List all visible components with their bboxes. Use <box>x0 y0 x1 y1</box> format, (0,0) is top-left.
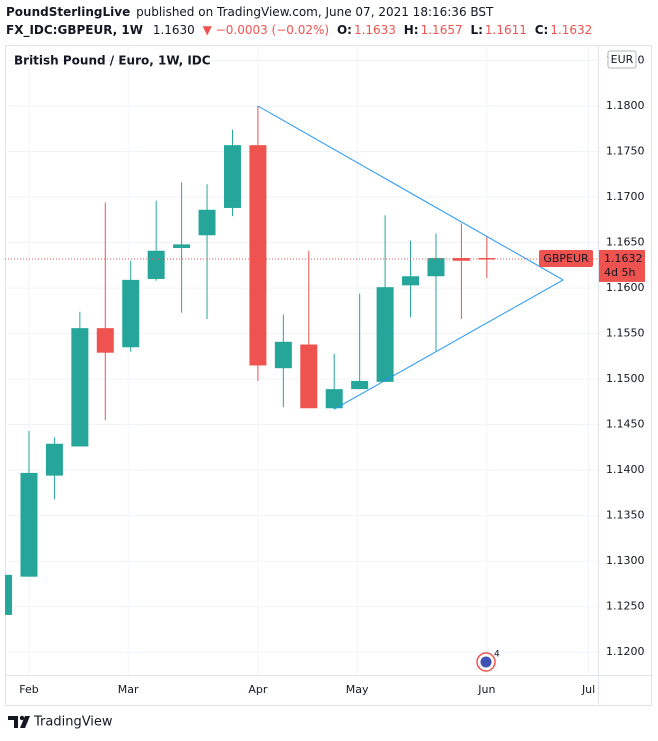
c-label: C: <box>535 23 549 37</box>
y-tick-label: 1.1600 <box>606 281 645 294</box>
y-tick-label: 1.1750 <box>606 145 645 158</box>
candle-body <box>198 209 216 236</box>
h-label: H: <box>404 23 419 37</box>
x-tick-label: Jun <box>477 683 495 696</box>
y-tick-label: 1.1250 <box>606 600 645 613</box>
trend-line <box>333 279 564 410</box>
currency-box[interactable] <box>607 50 637 69</box>
symbol-label-box <box>539 249 593 267</box>
logo-mark <box>8 716 30 728</box>
y-tick-label: 1.1800 <box>606 99 645 112</box>
l: 1.1611 <box>485 23 527 37</box>
o: 1.1633 <box>354 23 396 37</box>
candle-body <box>300 344 318 409</box>
symbol: FX_IDC:GBPEUR, 1W <box>6 23 143 38</box>
candle-body <box>122 279 140 348</box>
candle-body <box>402 276 420 286</box>
event-count: 4 <box>494 650 500 660</box>
x-tick-label: Jul <box>581 683 595 696</box>
y-tick-label: 1.1650 <box>606 236 645 249</box>
candle-body <box>173 244 191 249</box>
y-tick-label: 1.1400 <box>606 463 645 476</box>
candle-body <box>274 341 292 369</box>
candle-body <box>351 380 369 390</box>
footer-logo <box>8 715 30 728</box>
candle-body <box>71 328 89 447</box>
y-tick-label: 1.1200 <box>606 645 645 658</box>
candle-body <box>20 472 38 577</box>
last: 1.1630 <box>153 23 195 37</box>
y-tick-label: 1.1700 <box>606 190 645 203</box>
symbol-label: GBPEUR <box>543 252 589 265</box>
x-tick-label: Apr <box>248 683 268 696</box>
y-tick-label: 1.1450 <box>606 418 645 431</box>
candle-body <box>478 258 496 260</box>
candle-body <box>325 389 343 409</box>
x-tick-label: Feb <box>19 683 38 696</box>
countdown: 4d 5h <box>604 266 635 279</box>
published: published on TradingView.com, June 07, 2… <box>136 5 494 19</box>
plot <box>5 105 598 615</box>
currency[interactable]: EUR <box>611 53 634 66</box>
c: 1.1632 <box>550 23 592 37</box>
logo-dot <box>19 715 25 721</box>
y-tick-label: 1.1500 <box>606 372 645 385</box>
header-line-1: PoundSterlingLive published on TradingVi… <box>6 5 494 19</box>
candle-body <box>45 443 63 476</box>
candle-body <box>249 145 267 366</box>
grid <box>5 45 598 675</box>
header-line-2: FX_IDC:GBPEUR, 1W 1.1630 ▼ −0.0003 (−0.0… <box>6 23 592 38</box>
footer-brand: TradingView <box>33 715 113 730</box>
candle-body <box>96 328 114 353</box>
h: 1.1657 <box>421 23 463 37</box>
last-price-box <box>599 249 645 282</box>
chart-title: British Pound / Euro, 1W, IDC <box>14 54 211 68</box>
trend-line <box>257 105 564 281</box>
o-label: O: <box>337 23 352 37</box>
candle-body <box>376 287 394 382</box>
change: ▼ −0.0003 (−0.02%) <box>203 23 329 37</box>
event-flag <box>480 656 492 668</box>
y-tick-label: 1.1550 <box>606 327 645 340</box>
y-tick-label: 1.1300 <box>606 554 645 567</box>
candle-body <box>427 258 445 277</box>
candle-body <box>5 574 13 615</box>
chart-frame <box>5 45 652 706</box>
last-price-label: 1.1632 <box>604 252 643 265</box>
event-icon[interactable]: 4 <box>476 650 500 672</box>
l-label: L: <box>470 23 482 37</box>
x-tick-label: May <box>346 683 369 696</box>
x-tick-label: Mar <box>118 683 139 696</box>
candle-body <box>223 145 241 208</box>
candle-body <box>147 250 165 279</box>
publisher: PoundSterlingLive <box>6 5 130 19</box>
y-tick-label: 1.1350 <box>606 509 645 522</box>
